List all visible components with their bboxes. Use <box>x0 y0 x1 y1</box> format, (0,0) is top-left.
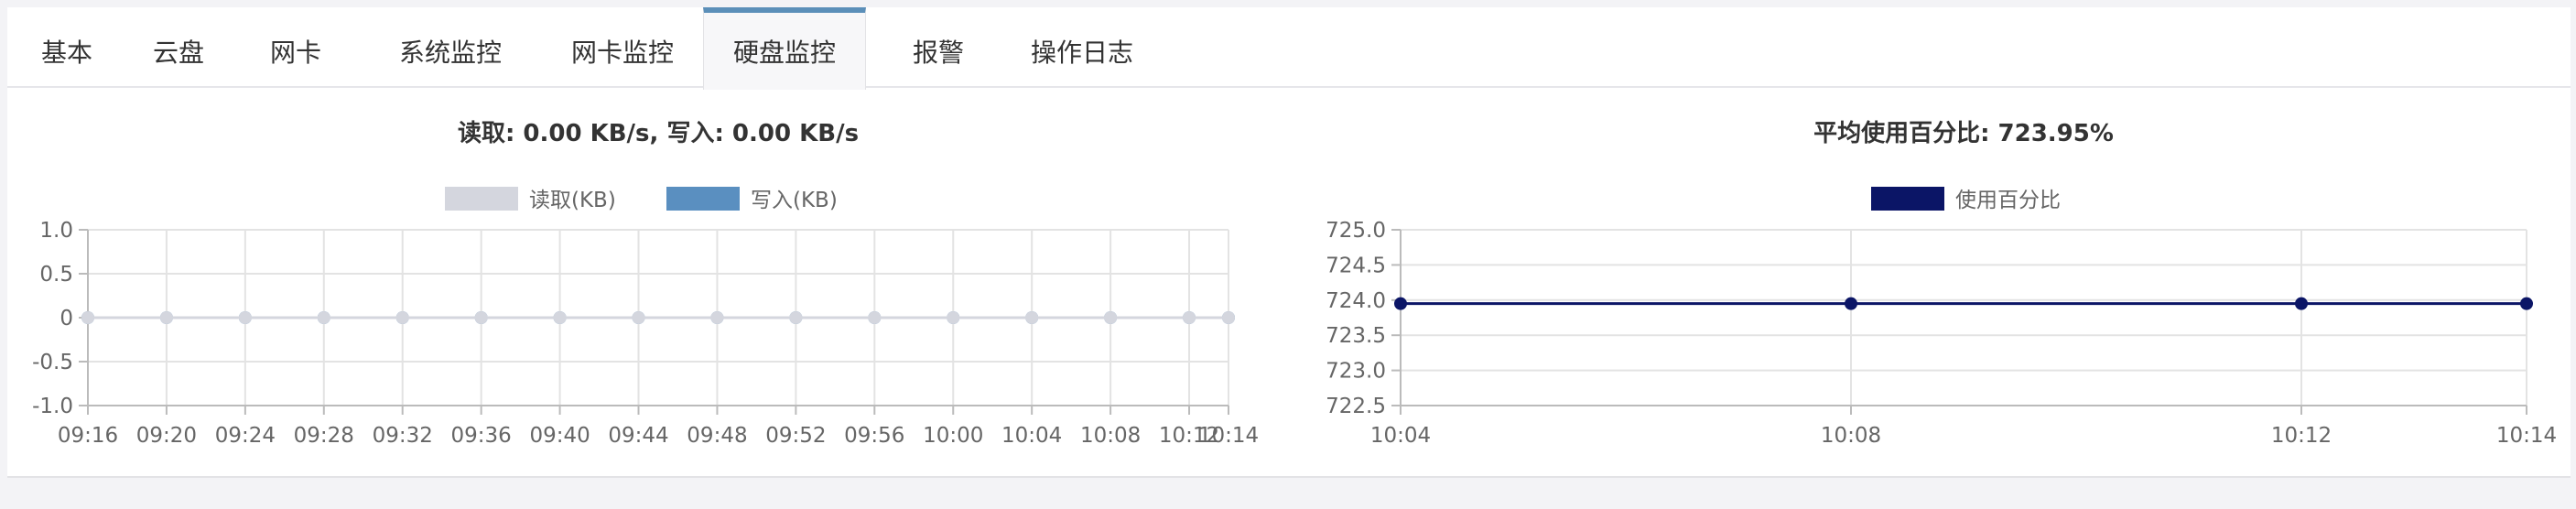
legend-swatch <box>445 187 518 211</box>
disk-monitor-panel: 基本 云盘 网卡 系统监控 网卡监控 硬盘监控 报警 操作日志 读取: 0.00 KB/s, … <box>7 7 2571 476</box>
x-tick-label: 09:52 <box>765 424 826 448</box>
x-tick-label: 10:08 <box>1080 424 1141 448</box>
tab-5[interactable]: 硬盘监控 <box>703 7 866 90</box>
data-point <box>159 311 173 324</box>
x-tick-label: 09:48 <box>687 424 747 448</box>
legend-swatch <box>1871 187 1944 211</box>
legend-label: 使用百分比 <box>1955 189 2061 212</box>
disk-io-chart: 读取: 0.00 KB/s, 写入: 0.00 KB/s 读取(KB) 写入(KB)… <box>32 120 1259 448</box>
x-tick-label: 10:12 <box>1159 424 1219 448</box>
tab-7[interactable]: 操作日志 <box>1030 38 1133 68</box>
data-point <box>317 311 330 324</box>
x-tick-label: 10:14 <box>1198 424 1259 448</box>
data-point <box>474 311 488 324</box>
x-tick-label: 09:36 <box>451 424 512 448</box>
x-tick-label: 09:24 <box>215 424 276 448</box>
chart-title: 平均使用百分比: 723.95% <box>1813 120 2114 147</box>
y-tick-label: -1.0 <box>32 395 73 418</box>
data-point <box>710 311 724 324</box>
legend-label: 写入(KB) <box>751 189 838 212</box>
x-tick-label: 09:56 <box>844 424 904 448</box>
tab-bar: 基本 云盘 网卡 系统监控 网卡监控 硬盘监控 报警 操作日志 <box>7 7 2571 90</box>
x-tick-label: 10:04 <box>1001 424 1062 448</box>
x-tick-label: 09:20 <box>136 424 197 448</box>
y-tick-label: -0.5 <box>32 351 73 374</box>
data-point <box>2520 297 2533 310</box>
data-point <box>2295 297 2308 310</box>
y-tick-label: 0.5 <box>39 263 73 287</box>
data-point <box>1025 311 1039 324</box>
tab-6[interactable]: 报警 <box>912 38 964 68</box>
x-tick-label: 09:28 <box>294 424 354 448</box>
tab-1[interactable]: 云盘 <box>152 38 204 68</box>
data-point <box>1104 311 1118 324</box>
x-tick-label: 10:00 <box>923 424 983 448</box>
x-tick-label: 10:04 <box>1370 424 1431 448</box>
data-point <box>947 311 960 324</box>
legend-label: 读取(KB) <box>529 189 616 212</box>
x-tick-label: 09:44 <box>608 424 668 448</box>
y-tick-label: 724.5 <box>1326 254 1386 277</box>
usage-percent-chart: 平均使用百分比: 723.95% 使用百分比 725.0 724.5 724.0 723.… <box>1326 120 2557 448</box>
x-tick-label: 10:14 <box>2496 424 2557 448</box>
data-point <box>81 311 94 324</box>
y-tick-label: 722.5 <box>1326 395 1386 418</box>
x-tick-label: 09:16 <box>58 424 118 448</box>
y-tick-label: 723.0 <box>1326 360 1386 384</box>
data-point <box>868 311 882 324</box>
y-tick-label: 0 <box>60 307 73 330</box>
data-point <box>1222 311 1235 324</box>
legend-swatch <box>666 187 740 211</box>
data-point <box>238 311 252 324</box>
x-tick-label: 10:08 <box>1821 424 1881 448</box>
tab-2[interactable]: 网卡 <box>269 38 321 68</box>
data-point <box>1394 297 1407 310</box>
x-tick-label: 09:40 <box>529 424 590 448</box>
tab-4[interactable]: 网卡监控 <box>570 38 674 68</box>
x-tick-label: 10:12 <box>2271 424 2332 448</box>
tab-0[interactable]: 基本 <box>40 38 92 68</box>
y-tick-label: 1.0 <box>39 219 73 243</box>
data-point <box>553 311 567 324</box>
data-point <box>789 311 803 324</box>
data-point <box>1845 297 1857 310</box>
y-tick-label: 725.0 <box>1326 219 1386 243</box>
y-tick-label: 723.5 <box>1326 324 1386 348</box>
data-point <box>1183 311 1196 324</box>
tab-3[interactable]: 系统监控 <box>398 38 502 68</box>
panel-bottom-border <box>7 476 2571 478</box>
y-tick-label: 724.0 <box>1326 289 1386 313</box>
data-point <box>395 311 409 324</box>
data-point <box>632 311 645 324</box>
x-tick-label: 09:32 <box>373 424 433 448</box>
chart-title: 读取: 0.00 KB/s, 写入: 0.00 KB/s <box>458 120 859 147</box>
